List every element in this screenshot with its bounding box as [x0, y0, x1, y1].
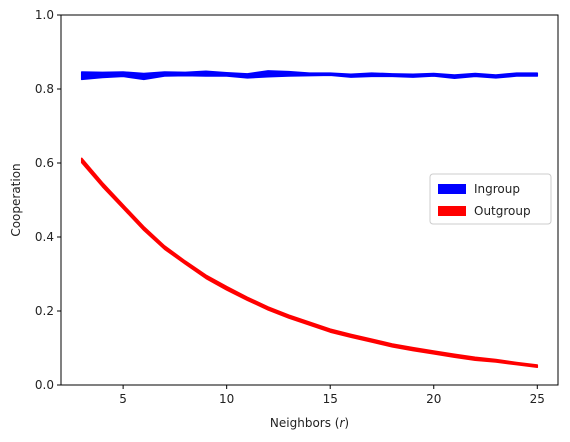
legend-swatch-outgroup	[438, 206, 466, 216]
x-tick-label: 25	[530, 392, 545, 406]
series-areas	[80, 70, 539, 368]
y-tick-label: 1.0	[35, 8, 54, 22]
x-tick-label: 20	[426, 392, 441, 406]
x-tick-label: 10	[219, 392, 234, 406]
series-band-ingroup	[80, 70, 539, 81]
y-axis-label: Cooperation	[9, 163, 23, 236]
y-axis-ticks: 0.0 0.2 0.4 0.6 0.8 1.0	[35, 8, 61, 392]
legend-label-outgroup: Outgroup	[474, 204, 531, 218]
y-tick-label: 0.4	[35, 230, 54, 244]
x-tick-label: 5	[119, 392, 127, 406]
legend-label-ingroup: Ingroup	[474, 182, 520, 196]
x-tick-label: 15	[323, 392, 338, 406]
legend-swatch-ingroup	[438, 184, 466, 194]
y-tick-label: 0.0	[35, 378, 54, 392]
legend: Ingroup Outgroup	[429, 173, 552, 225]
y-tick-label: 0.8	[35, 82, 54, 96]
x-axis-label: Neighbors (r)	[270, 416, 349, 430]
axes-frame	[60, 14, 559, 386]
y-tick-label: 0.6	[35, 156, 54, 170]
y-tick-label: 0.2	[35, 304, 54, 318]
x-axis-ticks: 5 10 15 20 25	[119, 385, 545, 406]
series-band-outgroup	[80, 157, 539, 368]
